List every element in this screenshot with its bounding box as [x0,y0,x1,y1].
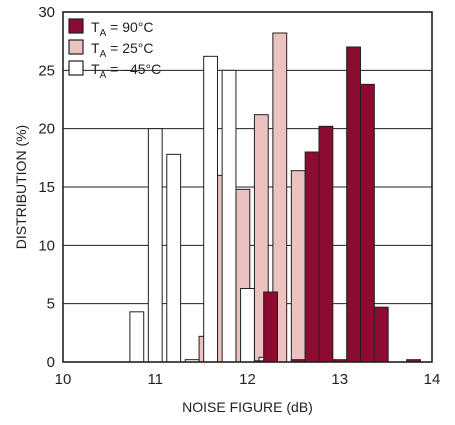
bar-series-2-1 [147,128,163,363]
bar-series-0-4 [318,125,334,363]
legend-label: TA = 90°C [91,19,153,39]
plot-frame [62,11,433,363]
y-tick-label: 25 [38,62,55,79]
bar-series-0-1 [263,291,278,363]
legend-swatch [68,39,84,55]
x-tick-label: 13 [331,371,348,388]
y-axis-title: DISTRIBUTION (%) [13,125,29,249]
bar-series-0-3 [304,151,320,363]
legend-label: TA = 25°C [91,40,153,60]
x-tick-label: 11 [147,371,163,388]
y-tick-label: 0 [47,354,55,371]
bar-series-2-0 [129,311,145,363]
y-tick-label: 30 [38,4,55,21]
bar-series-0-7 [360,83,375,363]
x-tick-labels: 10 11 12 13 14 [55,371,441,388]
bar-series-2-6 [240,288,255,363]
y-tick-label: 20 [38,121,55,138]
y-tick-label: 15 [38,179,55,196]
y-tick-labels: 0 5 10 15 20 25 30 [38,4,55,371]
x-axis-title: NOISE FIGURE (dB) [182,399,313,415]
legend-swatch [68,60,84,76]
bar-series-2-4 [203,55,219,363]
bar-series-1-5 [290,170,306,363]
bar-series-0-8 [373,306,389,363]
legend-label: TA = –45°C [91,61,161,81]
x-tick-label: 14 [424,371,441,388]
legend: TA = 90°CTA = 25°CTA = –45°C [68,18,161,81]
bar-series-2-2 [166,153,182,363]
bar-series-0-6 [346,46,362,363]
x-tick-label: 12 [239,371,256,388]
x-tick-label: 10 [55,371,72,388]
bar-series-2-5 [221,69,237,363]
legend-swatch [68,18,84,34]
y-tick-label: 10 [38,237,55,254]
y-tick-label: 5 [47,296,55,313]
bars [129,32,421,363]
